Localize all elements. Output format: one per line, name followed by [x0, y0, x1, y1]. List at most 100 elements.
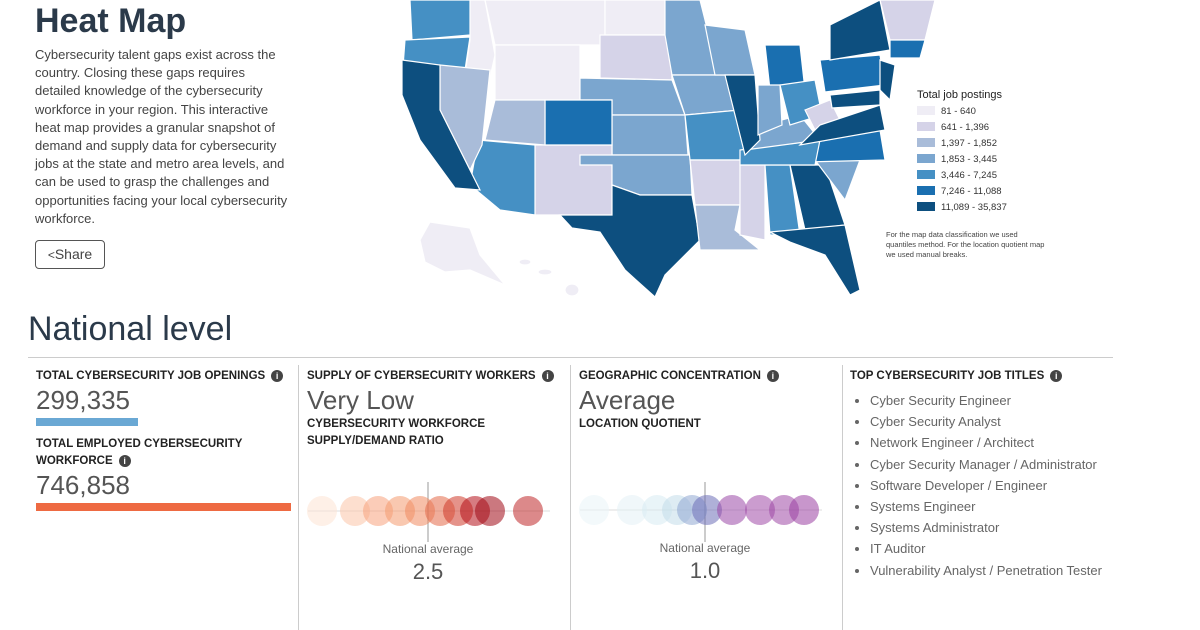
- legend-swatch: [917, 138, 935, 147]
- state[interactable]: [889, 39, 926, 59]
- titles-panel: TOP CYBERSECURITY JOB TITLES i Cyber Secu…: [850, 368, 1105, 581]
- section-title: National level: [28, 310, 233, 348]
- value: Average: [579, 385, 676, 415]
- job-title: Cyber Security Manager / Administrator: [870, 454, 1105, 475]
- map-note: For the map data classification we used …: [886, 230, 1045, 259]
- avg-value: 1.0: [689, 558, 721, 583]
- legend-item: 11,089 - 35,837: [917, 202, 1007, 218]
- legend-item: 3,446 - 7,245: [917, 170, 1007, 186]
- info-icon[interactable]: i: [271, 370, 284, 382]
- state[interactable]: [544, 99, 613, 146]
- value: 299,335: [36, 385, 130, 415]
- column-divider: [570, 365, 571, 630]
- legend-swatch: [917, 122, 935, 131]
- legend-swatch: [917, 170, 935, 179]
- state[interactable]: [484, 99, 546, 146]
- legend-item: 7,246 - 11,088: [917, 186, 1007, 202]
- value: 746,858: [36, 470, 130, 500]
- page-title: Heat Map: [35, 2, 187, 40]
- label: SUPPLY OF CYBERSECURITY WORKERS: [307, 370, 536, 382]
- legend-swatch: [917, 106, 935, 115]
- state[interactable]: [611, 114, 689, 156]
- job-title: Network Engineer / Architect: [870, 432, 1105, 453]
- state[interactable]: [409, 0, 476, 41]
- value: Very Low: [307, 385, 414, 415]
- legend-label: 1,397 - 1,852: [941, 138, 997, 149]
- state[interactable]: [879, 59, 896, 102]
- state[interactable]: [694, 204, 762, 251]
- label: TOTAL CYBERSECURITY JOB OPENINGS: [36, 370, 266, 382]
- divider: [28, 357, 1113, 358]
- legend-label: 81 - 640: [941, 106, 976, 117]
- description: Cybersecurity talent gaps exist across t…: [35, 47, 288, 226]
- job-title: Systems Engineer: [870, 496, 1105, 517]
- legend-label: 641 - 1,396: [941, 122, 990, 133]
- label: TOP CYBERSECURITY JOB TITLES: [850, 370, 1045, 382]
- state[interactable]: [558, 184, 701, 298]
- info-icon[interactable]: i: [766, 370, 779, 382]
- legend-item: 1,397 - 1,852: [917, 138, 1007, 154]
- label: GEOGRAPHIC CONCENTRATION: [579, 370, 761, 382]
- legend-label: 11,089 - 35,837: [941, 202, 1007, 213]
- info-icon[interactable]: i: [541, 370, 554, 382]
- legend-item: 81 - 640: [917, 106, 1007, 122]
- label: TOTAL EMPLOYED CYBERSECURITY WORKFORCE: [36, 438, 243, 467]
- column-divider: [298, 365, 299, 630]
- state[interactable]: [724, 74, 761, 157]
- avg-value: 2.5: [412, 559, 444, 584]
- info-icon[interactable]: i: [1050, 370, 1063, 382]
- sublabel: LOCATION QUOTIENT: [579, 418, 701, 430]
- state[interactable]: [599, 34, 673, 81]
- job-title: Cyber Security Engineer: [870, 390, 1105, 411]
- state[interactable]: [798, 104, 886, 146]
- state[interactable]: [829, 89, 881, 109]
- legend-title: Total job postings: [917, 89, 1002, 101]
- state[interactable]: [689, 159, 746, 206]
- job-title: Systems Administrator: [870, 517, 1105, 538]
- job-title: IT Auditor: [870, 538, 1105, 559]
- concentration-panel: GEOGRAPHIC CONCENTRATION i Average LOCATI…: [579, 368, 837, 433]
- job-title-list: Cyber Security EngineerCyber Security An…: [850, 390, 1105, 581]
- state[interactable]: [469, 139, 536, 216]
- sublabel: CYBERSECURITY WORKFORCE SUPPLY/DEMAND RA…: [307, 418, 486, 447]
- job-title: Software Developer / Engineer: [870, 475, 1105, 496]
- state[interactable]: [739, 164, 766, 241]
- openings-panel: TOTAL CYBERSECURITY JOB OPENINGS i 299,33…: [36, 368, 294, 511]
- map: [401, 0, 936, 298]
- info-icon[interactable]: i: [118, 455, 131, 467]
- avg-label: National average: [382, 542, 474, 556]
- legend-item: 641 - 1,396: [917, 122, 1007, 138]
- legend-item: 1,853 - 3,445: [917, 154, 1007, 170]
- job-title: Cyber Security Analyst: [870, 411, 1105, 432]
- column-divider: [842, 365, 843, 630]
- state[interactable]: [518, 258, 532, 266]
- state[interactable]: [494, 44, 581, 101]
- avg-label: National average: [659, 541, 751, 555]
- bar: [36, 418, 138, 426]
- lq-dot-plot: [579, 482, 822, 542]
- state[interactable]: [564, 283, 580, 297]
- state[interactable]: [401, 59, 482, 191]
- state[interactable]: [604, 0, 666, 36]
- legend-label: 1,853 - 3,445: [941, 154, 997, 165]
- supply-dot-plot: [307, 482, 550, 542]
- state[interactable]: [879, 0, 936, 41]
- legend-swatch: [917, 202, 935, 211]
- legend-label: 7,246 - 11,088: [941, 186, 1002, 197]
- legend-swatch: [917, 154, 935, 163]
- state[interactable]: [484, 0, 606, 46]
- legend: Total job postings 81 - 640 641 - 1,396 1,…: [917, 89, 1007, 218]
- legend-swatch: [917, 186, 935, 195]
- legend-label: 3,446 - 7,245: [941, 170, 997, 181]
- state[interactable]: [829, 0, 891, 61]
- state[interactable]: [757, 84, 783, 136]
- share-button[interactable]: <Share: [35, 240, 105, 269]
- supply-panel: SUPPLY OF CYBERSECURITY WORKERS i Very Lo…: [307, 368, 565, 450]
- state[interactable]: [537, 268, 553, 276]
- state[interactable]: [767, 224, 861, 296]
- bar: [36, 503, 291, 511]
- state[interactable]: [419, 221, 506, 286]
- share-label: Share: [54, 246, 93, 262]
- job-title: Vulnerability Analyst / Penetration Test…: [870, 560, 1105, 581]
